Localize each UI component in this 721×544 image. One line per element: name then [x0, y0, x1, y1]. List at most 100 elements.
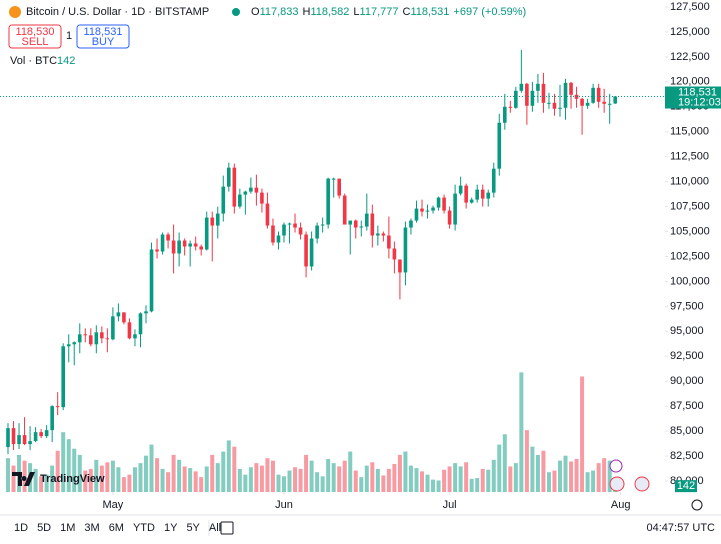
- candle-body: [83, 334, 88, 336]
- volume-bar: [546, 472, 551, 492]
- y-tick-label: 125,000: [670, 26, 710, 38]
- candle-body: [420, 208, 424, 212]
- volume-bar: [138, 463, 143, 492]
- volume-bar: [215, 463, 220, 492]
- candle-body: [127, 322, 132, 339]
- range-button[interactable]: All: [209, 522, 221, 534]
- range-button[interactable]: 3M: [84, 522, 99, 534]
- candle-body: [376, 233, 380, 236]
- range-button[interactable]: 6M: [109, 522, 124, 534]
- volume-bar: [519, 372, 524, 492]
- y-tick-label: 82,500: [670, 450, 704, 462]
- volume-bar: [66, 439, 71, 492]
- candle-body: [458, 185, 463, 194]
- volume-bar: [386, 468, 391, 492]
- volume-bar: [44, 474, 49, 492]
- volume-bar: [149, 444, 154, 492]
- price-tag-countdown: 19:12:03: [678, 96, 721, 108]
- volume-bar: [11, 465, 16, 492]
- volume-bar: [353, 470, 358, 492]
- candle-body: [89, 335, 93, 345]
- volume-bar: [276, 474, 281, 492]
- range-button[interactable]: 1D: [14, 522, 28, 534]
- x-tick-label: Jun: [275, 499, 293, 511]
- candle-body: [6, 428, 10, 448]
- candle-body: [337, 178, 341, 196]
- buy-price: 118,531: [84, 26, 123, 38]
- candle-body: [480, 189, 485, 199]
- ohlc-key: H: [303, 6, 311, 18]
- volume-bar: [243, 474, 248, 492]
- logo: TradingView: [12, 472, 105, 486]
- candle-body: [596, 87, 601, 102]
- range-button[interactable]: 1M: [60, 522, 75, 534]
- toolbar: 1D 5D 1M 3M 6M YTD 1Y 5Y All: [14, 522, 221, 534]
- volume-bar: [414, 468, 419, 492]
- volume-bar: [535, 454, 540, 492]
- event-flag[interactable]: [609, 476, 625, 492]
- sell-price: 118,530: [16, 26, 55, 38]
- volume-legend-value: 142: [57, 55, 75, 67]
- volume-bar: [469, 478, 474, 492]
- range-button[interactable]: 5Y: [186, 522, 200, 534]
- event-icon[interactable]: [609, 459, 623, 473]
- volume-bar: [121, 477, 126, 492]
- candle-body: [249, 187, 253, 192]
- volume-bar: [541, 450, 546, 492]
- volume-bar: [552, 470, 557, 492]
- candle-body: [293, 223, 297, 228]
- candle-body: [44, 430, 49, 437]
- spread: 1: [66, 30, 72, 42]
- volume-bar: [171, 454, 176, 492]
- range-button[interactable]: 5D: [37, 522, 51, 534]
- candle-body: [309, 238, 314, 267]
- market-status: [232, 8, 240, 16]
- candle-body: [72, 342, 77, 345]
- volume-bar: [370, 462, 375, 492]
- sell-button[interactable]: [8, 24, 62, 49]
- ohlc-text: O117,833 H118,582 L117,777 C118,531 +697 (+0…: [251, 6, 526, 18]
- volume-bar: [375, 468, 380, 492]
- candle-body: [39, 432, 43, 437]
- settings-button[interactable]: [691, 499, 703, 511]
- candle-body: [530, 90, 535, 106]
- event-flag[interactable]: [634, 476, 650, 492]
- calendar-button[interactable]: [220, 521, 234, 535]
- candle-body: [547, 102, 551, 104]
- range-button[interactable]: 1Y: [164, 522, 178, 534]
- volume-bar: [558, 460, 562, 492]
- candle-body: [387, 235, 391, 249]
- candle-body: [613, 96, 617, 104]
- candle-body: [287, 223, 292, 225]
- volume-bar: [513, 463, 518, 492]
- volume-bar: [88, 468, 93, 492]
- candle-body: [320, 224, 325, 226]
- candle-body: [514, 90, 518, 108]
- y-tick-label: 112,500: [670, 151, 709, 163]
- volume-bar: [458, 466, 463, 492]
- volume-bar: [464, 462, 469, 492]
- candle-body: [116, 312, 121, 317]
- candle-body: [326, 178, 330, 225]
- candle-body: [177, 240, 181, 254]
- logo-icon: [12, 472, 35, 486]
- range-button[interactable]: YTD: [133, 522, 155, 534]
- candle-body: [221, 186, 226, 214]
- candle-body: [138, 313, 143, 335]
- symbol-title: Bitcoin / U.S. Dollar · 1D · BITSTAMP: [26, 6, 209, 18]
- volume-bar: [293, 467, 298, 492]
- volume-bar: [226, 440, 231, 492]
- candle-body: [22, 435, 27, 445]
- volume-bar: [381, 475, 386, 492]
- ohlc-key: L: [353, 6, 359, 18]
- volume-bar: [72, 448, 77, 492]
- volume-bar: [33, 468, 38, 492]
- y-tick-label: 85,000: [670, 425, 704, 437]
- x-tick-label: Aug: [611, 499, 631, 511]
- volume-bar: [6, 458, 10, 492]
- buy-button[interactable]: [76, 24, 130, 49]
- candle-body: [607, 103, 612, 105]
- candle-body: [105, 338, 110, 340]
- candle-body: [271, 225, 275, 243]
